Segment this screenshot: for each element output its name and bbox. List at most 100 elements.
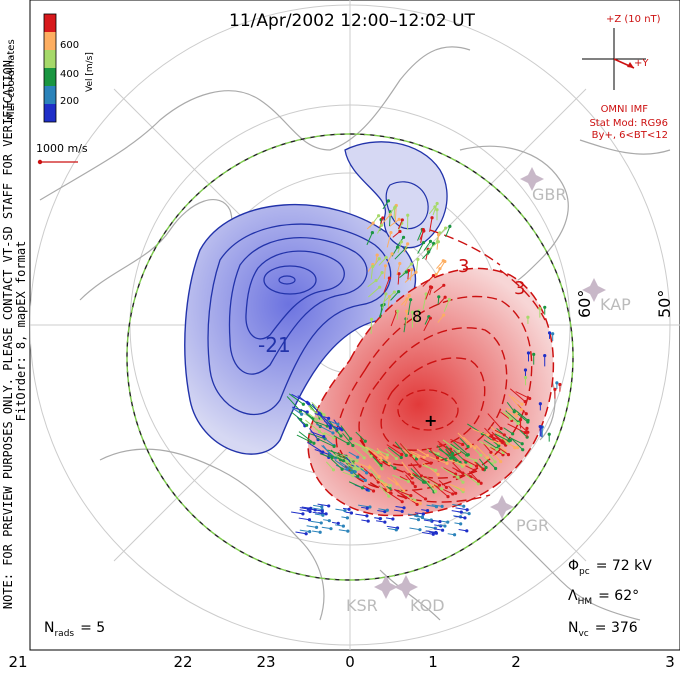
velocity-vector-origin xyxy=(434,468,438,472)
velocity-vector xyxy=(494,429,505,436)
velocity-vector-origin xyxy=(431,274,436,278)
velocity-vector xyxy=(417,229,423,241)
velocity-vector-origin xyxy=(321,450,325,454)
velocity-vector xyxy=(423,317,431,332)
velocity-vector xyxy=(291,411,302,420)
hm-boundary-dots xyxy=(126,133,574,581)
velocity-vector xyxy=(320,453,333,459)
velocity-vector-origin xyxy=(539,425,543,429)
velocity-vector-origin xyxy=(443,226,448,230)
map-title: 11/Apr/2002 12:00–12:02 UT xyxy=(229,11,475,31)
velocity-vector xyxy=(429,217,433,232)
velocity-vector-origin xyxy=(395,245,400,249)
velocity-vector xyxy=(404,450,414,458)
velocity-vector-origin xyxy=(551,332,555,336)
velocity-vector-origin xyxy=(418,501,422,506)
velocity-vector-origin xyxy=(538,402,542,406)
velocity-vector-origin xyxy=(420,515,424,519)
velocity-vector-origin xyxy=(493,466,498,471)
velocity-vector-origin xyxy=(346,441,350,446)
velocity-vector xyxy=(513,408,529,421)
velocity-vector xyxy=(379,485,390,497)
velocity-vector-origin xyxy=(437,295,441,299)
velocity-vector xyxy=(399,443,412,456)
velocity-vector-origin xyxy=(430,216,434,220)
velocity-vector xyxy=(316,437,335,447)
station-ksr: KSR xyxy=(346,596,378,615)
velocity-vector-origin xyxy=(461,442,465,447)
velocity-vector-origin xyxy=(365,506,369,510)
velocity-vector-origin xyxy=(406,479,411,484)
velocity-vector-origin xyxy=(370,231,374,235)
velocity-vector xyxy=(312,511,323,515)
velocity-vector xyxy=(507,411,517,417)
velocity-vector-origin xyxy=(434,531,439,535)
velocity-vector xyxy=(307,412,317,420)
velocity-vector-origin xyxy=(538,307,542,311)
velocity-vector-origin xyxy=(328,426,332,430)
velocity-vector-origin xyxy=(385,508,389,512)
velocity-vector-origin xyxy=(363,478,368,482)
velocity-vector xyxy=(348,457,358,470)
velocity-vector-origin xyxy=(474,464,479,468)
stat-nvc: Nvc = 376 xyxy=(568,620,638,639)
velocity-vector-origin xyxy=(329,527,333,531)
velocity-vector xyxy=(443,299,450,312)
velocity-vector-origin xyxy=(363,439,367,443)
velocity-vector-origin xyxy=(308,509,312,514)
velocity-vector xyxy=(288,393,304,405)
velocity-vector-origin xyxy=(421,512,425,516)
velocity-vector xyxy=(472,428,488,436)
velocity-vector-origin xyxy=(501,453,505,457)
velocity-vector xyxy=(407,299,412,316)
velocity-vector-origin xyxy=(412,454,416,459)
velocity-vector-origin xyxy=(431,532,435,536)
velocity-vector-origin xyxy=(406,242,410,246)
velocity-vector xyxy=(510,437,523,445)
velocity-vector-origin xyxy=(374,278,378,283)
velocity-vector xyxy=(394,488,407,499)
velocity-colorbar: 600 400 200 Vel [m/s] xyxy=(43,13,95,123)
velocity-vector xyxy=(355,431,366,442)
velocity-vector xyxy=(519,429,528,438)
velocity-vector xyxy=(333,435,349,445)
velocity-vector-origin xyxy=(413,485,417,489)
velocity-vector-origin xyxy=(365,514,369,518)
velocity-vector xyxy=(305,419,320,432)
velocity-vector xyxy=(330,458,343,470)
velocity-vector xyxy=(310,520,322,524)
velocity-vector-origin xyxy=(513,446,517,450)
velocity-vector-origin xyxy=(387,461,391,466)
velocity-vector-origin xyxy=(436,452,440,456)
velocity-vector xyxy=(295,531,307,535)
velocity-vector-origin xyxy=(519,408,523,412)
velocity-vector-origin xyxy=(401,235,406,239)
velocity-vector xyxy=(386,444,403,455)
velocity-vector-origin xyxy=(369,317,374,321)
velocity-vector-origin xyxy=(317,429,322,434)
velocity-vector xyxy=(392,474,409,482)
velocity-vector xyxy=(426,448,439,455)
velocity-vector xyxy=(324,438,335,446)
scale-vector-label: 1000 m/s xyxy=(36,142,88,155)
velocity-vector-origin xyxy=(479,481,483,485)
preview-note: NOTE: FOR PREVIEW PURPOSES ONLY. PLEASE … xyxy=(1,26,28,636)
velocity-vector xyxy=(364,446,381,459)
velocity-vector-origin xyxy=(405,309,409,313)
velocity-vector-origin xyxy=(356,474,360,478)
velocity-vector-origin xyxy=(457,449,461,453)
velocity-vector-origin xyxy=(376,214,381,218)
velocity-vector-origin xyxy=(306,507,310,511)
velocity-vector xyxy=(355,513,367,517)
velocity-vector xyxy=(383,291,395,303)
velocity-vector-origin xyxy=(547,331,552,335)
velocity-vector xyxy=(308,432,326,440)
velocity-vector-origin xyxy=(476,482,480,486)
velocity-vector-origin xyxy=(526,418,530,423)
velocity-vector-origin xyxy=(396,309,400,313)
velocity-vector-origin xyxy=(424,292,428,296)
velocity-vector xyxy=(507,423,526,434)
velocity-vector-origin xyxy=(499,459,503,464)
velocity-vector xyxy=(368,286,380,298)
velocity-vector-origin xyxy=(388,484,393,488)
